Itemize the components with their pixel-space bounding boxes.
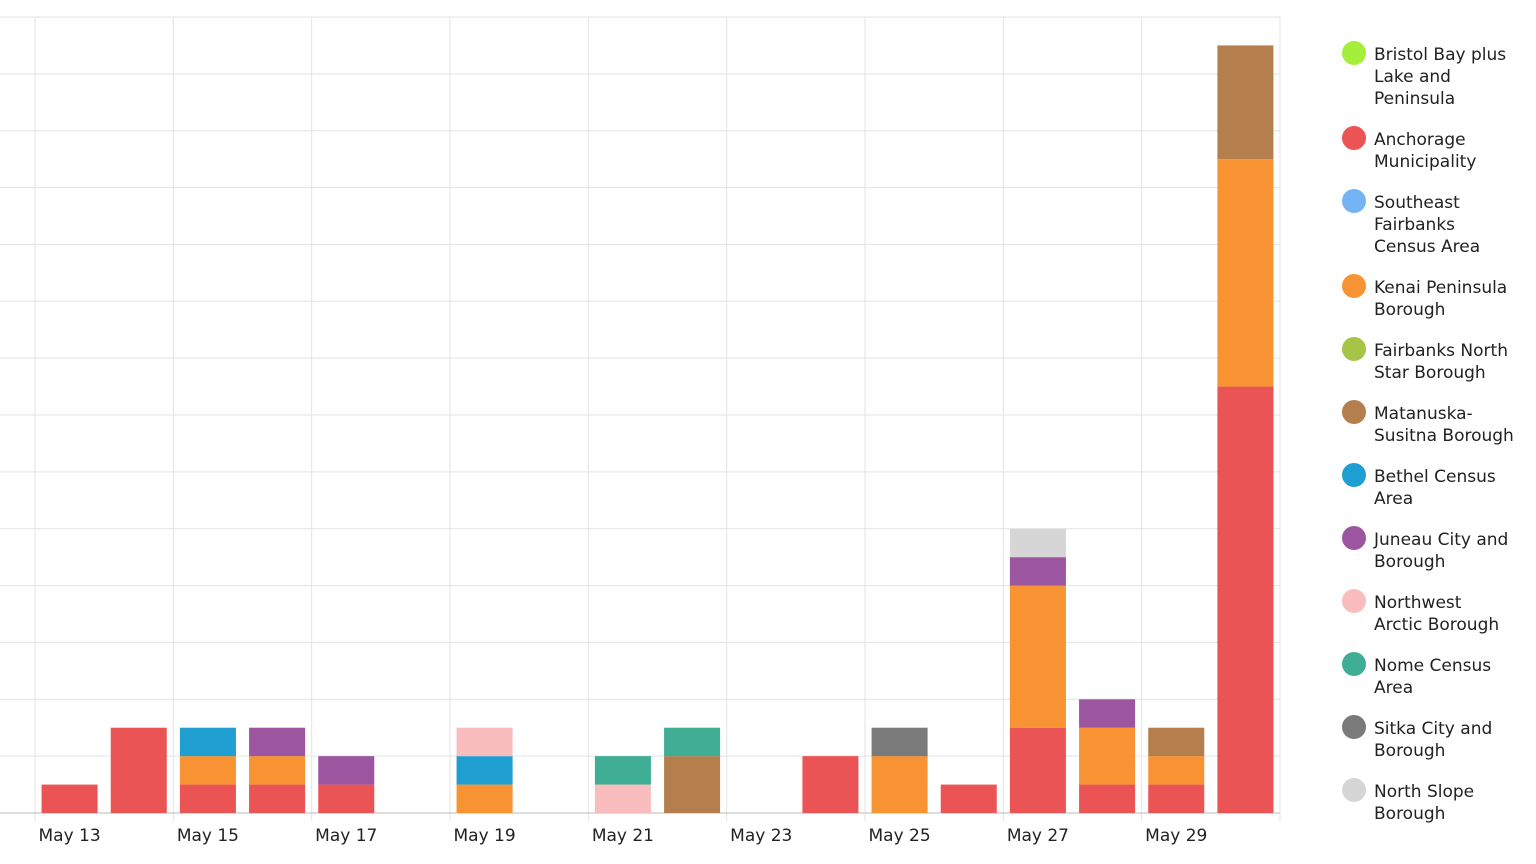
bar-segment [1148, 727, 1205, 757]
legend-label: Anchorage Municipality [1374, 130, 1477, 172]
bar-segment [871, 756, 928, 813]
x-tick-label: May 15 [177, 826, 239, 846]
legend-swatch [1342, 126, 1366, 150]
legend-item[interactable]: North Slope Borough [1342, 778, 1522, 825]
bar-segment [594, 784, 651, 813]
legend-item[interactable]: Bristol Bay plus Lake and Peninsula [1342, 41, 1522, 110]
x-tick-label: May 23 [730, 826, 792, 846]
legend-item[interactable]: Southeast Fairbanks Census Area [1342, 189, 1522, 258]
x-tick-label: May 27 [1007, 826, 1069, 846]
legend-label: Nome Census Area [1374, 656, 1492, 698]
bar-segment [664, 756, 721, 813]
bar-segment [1009, 528, 1066, 558]
legend-swatch [1342, 652, 1366, 676]
bar-segment [179, 727, 236, 757]
x-tick-label: May 29 [1145, 826, 1207, 846]
chart: May 13 May 15 May 17 May 19 May 21 May 23 May … [0, 16, 1281, 846]
bar-segment [110, 727, 167, 813]
legend-item[interactable]: Sitka City and Borough [1342, 715, 1522, 762]
bar-segment [456, 756, 513, 785]
legend-label: Northwest Arctic Borough [1374, 593, 1500, 635]
legend-swatch [1342, 589, 1366, 613]
bar-segment [41, 784, 98, 813]
legend-label: Bristol Bay plus Lake and Peninsula [1374, 45, 1507, 109]
legend-label: Sitka City and Borough [1374, 719, 1493, 761]
x-tick-label: May 19 [453, 826, 515, 846]
bar-segment [1148, 784, 1205, 813]
bar-segment [1009, 557, 1066, 586]
legend-swatch [1342, 400, 1366, 424]
bar-segment [802, 756, 859, 813]
legend-swatch [1342, 463, 1366, 487]
x-tick-label: May 25 [868, 826, 930, 846]
bar-segment [179, 784, 236, 813]
bar-segment [1217, 386, 1274, 813]
legend-label: Kenai Peninsula Borough [1374, 278, 1508, 320]
bar-segment [1079, 784, 1136, 813]
legend: Bristol Bay plus Lake and Peninsula Ancho… [1342, 41, 1522, 844]
bar-segment [1079, 699, 1136, 728]
legend-item[interactable]: Juneau City and Borough [1342, 526, 1522, 573]
bar-segment [940, 784, 997, 813]
bar-segment [1009, 727, 1066, 813]
bar-segment [249, 756, 306, 785]
legend-swatch [1342, 778, 1366, 802]
legend-item[interactable]: Fairbanks North Star Borough [1342, 337, 1522, 384]
bar-segment [1217, 159, 1274, 387]
bar-segment [594, 756, 651, 785]
bar-segment [318, 756, 375, 785]
legend-item[interactable]: Anchorage Municipality [1342, 126, 1522, 173]
x-tick-label: May 21 [592, 826, 654, 846]
bar-segment [1148, 756, 1205, 785]
legend-item[interactable]: Kenai Peninsula Borough [1342, 274, 1522, 321]
legend-label: North Slope Borough [1374, 782, 1475, 824]
legend-item[interactable]: Matanuska-Susitna Borough [1342, 400, 1522, 447]
legend-swatch [1342, 189, 1366, 213]
legend-swatch [1342, 274, 1366, 298]
legend-swatch [1342, 715, 1366, 739]
bar-segment [179, 756, 236, 785]
bar-segment [871, 727, 928, 757]
bar-segment [1009, 585, 1066, 728]
legend-item[interactable]: Bethel Census Area [1342, 463, 1522, 510]
legend-swatch [1342, 337, 1366, 361]
bar-segment [1079, 727, 1136, 785]
legend-label: Juneau City and Borough [1374, 530, 1509, 572]
legend-swatch [1342, 41, 1366, 65]
legend-label: Southeast Fairbanks Census Area [1374, 193, 1481, 257]
bar-segment [664, 727, 721, 757]
legend-label: Bethel Census Area [1374, 467, 1496, 509]
x-tick-label: May 17 [315, 826, 377, 846]
bar-segment [1217, 45, 1274, 160]
bar-segment [456, 784, 513, 813]
bar-segment [249, 784, 306, 813]
legend-item[interactable]: Nome Census Area [1342, 652, 1522, 699]
legend-item[interactable]: Northwest Arctic Borough [1342, 589, 1522, 636]
legend-swatch [1342, 526, 1366, 550]
x-tick-label: May 13 [38, 826, 100, 846]
bar-segment [249, 727, 306, 757]
bar-segment [318, 784, 375, 813]
bar-segment [456, 727, 513, 757]
legend-label: Matanuska-Susitna Borough [1374, 404, 1514, 446]
legend-label: Fairbanks North Star Borough [1374, 341, 1508, 383]
